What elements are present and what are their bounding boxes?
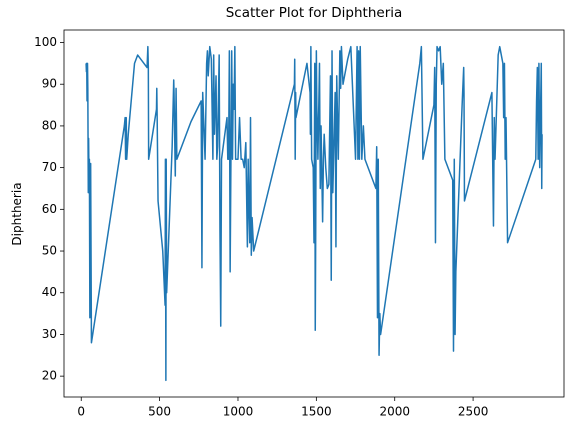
x-tick-label: 1000 [223,405,254,419]
x-tick-label: 2500 [458,405,489,419]
data-line [85,45,543,382]
y-tick-label: 30 [42,327,57,341]
y-tick-label: 70 [42,160,57,174]
axes-frame [63,29,565,398]
chart-title: Scatter Plot for Diphtheria [226,5,403,21]
x-tick-label: 1500 [301,405,332,419]
y-tick-label: 80 [42,118,57,132]
y-tick-label: 50 [42,244,57,258]
y-tick-label: 40 [42,285,57,299]
y-tick-label: 60 [42,202,57,216]
x-tick-label: 0 [77,405,85,419]
y-axis-label: Diphtheria [10,182,24,245]
y-tick-label: 20 [42,369,57,383]
y-tick-label: 90 [42,77,57,91]
y-tick-label: 100 [34,35,57,49]
x-tick-label: 500 [148,405,171,419]
x-tick-label: 2000 [379,405,410,419]
